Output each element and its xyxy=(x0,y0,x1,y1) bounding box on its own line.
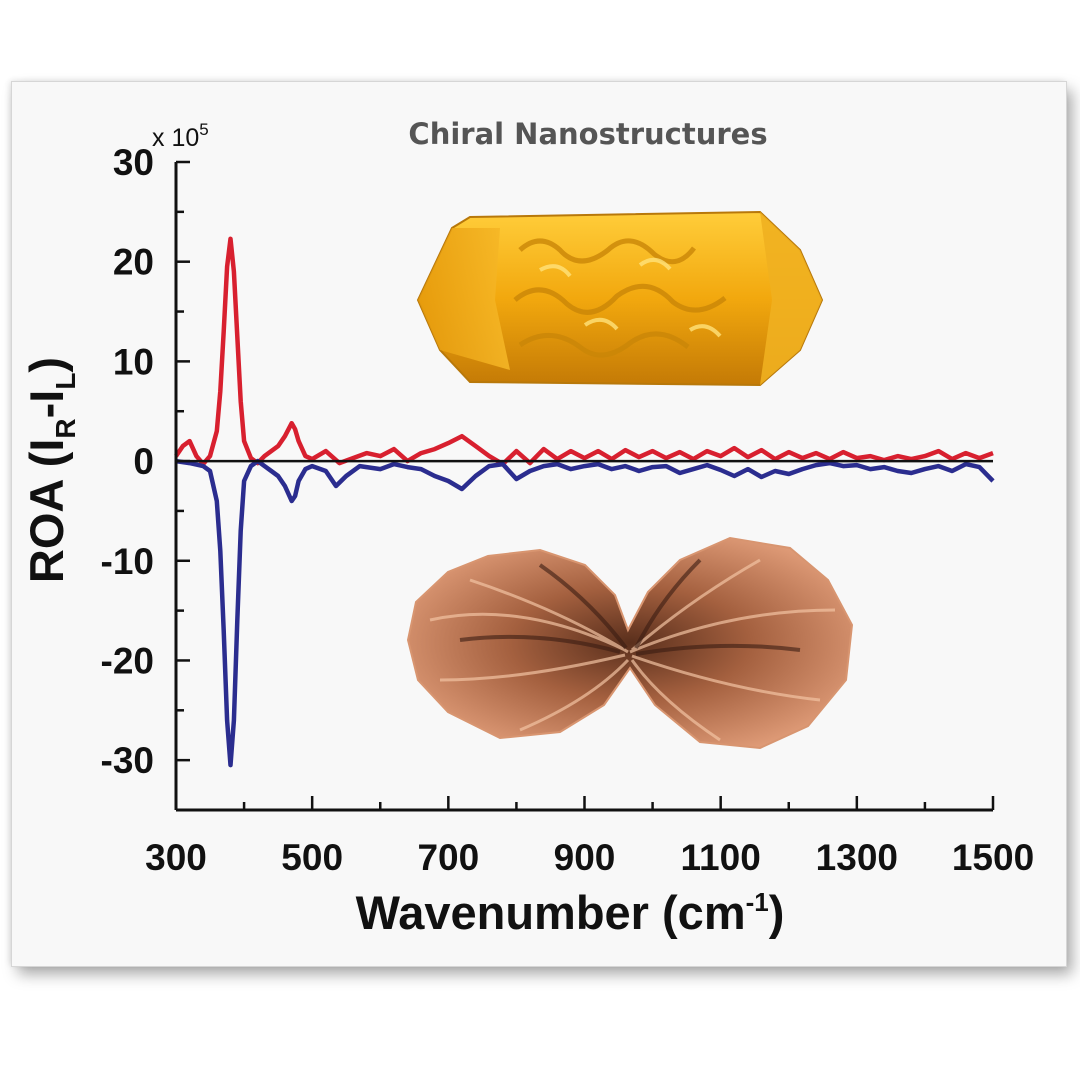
series-layer xyxy=(174,236,995,768)
y-multiplier-label: x 105 xyxy=(152,120,209,152)
x-tick-label: 300 xyxy=(145,837,207,878)
y-axis-label-text: ROA (I xyxy=(20,439,73,583)
gold-nanocrystal-image xyxy=(416,210,824,387)
x-tick-label: 900 xyxy=(554,837,616,878)
y-axis-label-sub-l: L xyxy=(50,373,81,390)
y-tick-label: 0 xyxy=(133,441,154,482)
y-axis-label-mid: -I xyxy=(20,390,73,419)
x-tick-label: 500 xyxy=(281,837,343,878)
series-line-1 xyxy=(174,236,994,467)
y-tick-label: -20 xyxy=(101,640,154,681)
y-tick-label: 10 xyxy=(113,341,154,382)
y-tick-label: -10 xyxy=(101,541,154,582)
x-tick-label: 1100 xyxy=(681,837,761,878)
x-axis-label-text: Wavenumber (cm xyxy=(356,886,746,939)
y-tick-label: -30 xyxy=(101,740,154,781)
y-axis-label-end: ) xyxy=(20,357,73,373)
chart-title: Chiral Nanostructures xyxy=(408,117,767,151)
x-tick-label: 700 xyxy=(417,837,479,878)
x-tick-label: 1500 xyxy=(952,837,1034,878)
copper-nanoflower-image xyxy=(406,536,854,750)
series-line-2 xyxy=(175,458,995,768)
x-axis-label-sup: -1 xyxy=(746,887,769,917)
x-axis-label-end: ) xyxy=(769,886,785,939)
y-axis-label: ROA (IR-IL) xyxy=(20,357,81,583)
y-tick-label: 20 xyxy=(113,242,154,283)
y-multiplier-exponent: 5 xyxy=(199,120,208,139)
y-axis-label-sub-r: R xyxy=(50,418,81,438)
y-tick-label: 30 xyxy=(113,142,154,183)
x-tick-label: 1300 xyxy=(816,837,898,878)
y-multiplier-text: x 10 xyxy=(152,124,199,152)
axes-layer: 30 20 10 0 -10 -20 -30 300 500 700 900 1100 1300 1500 xyxy=(101,142,1035,878)
x-axis-label: Wavenumber (cm-1) xyxy=(356,886,785,939)
